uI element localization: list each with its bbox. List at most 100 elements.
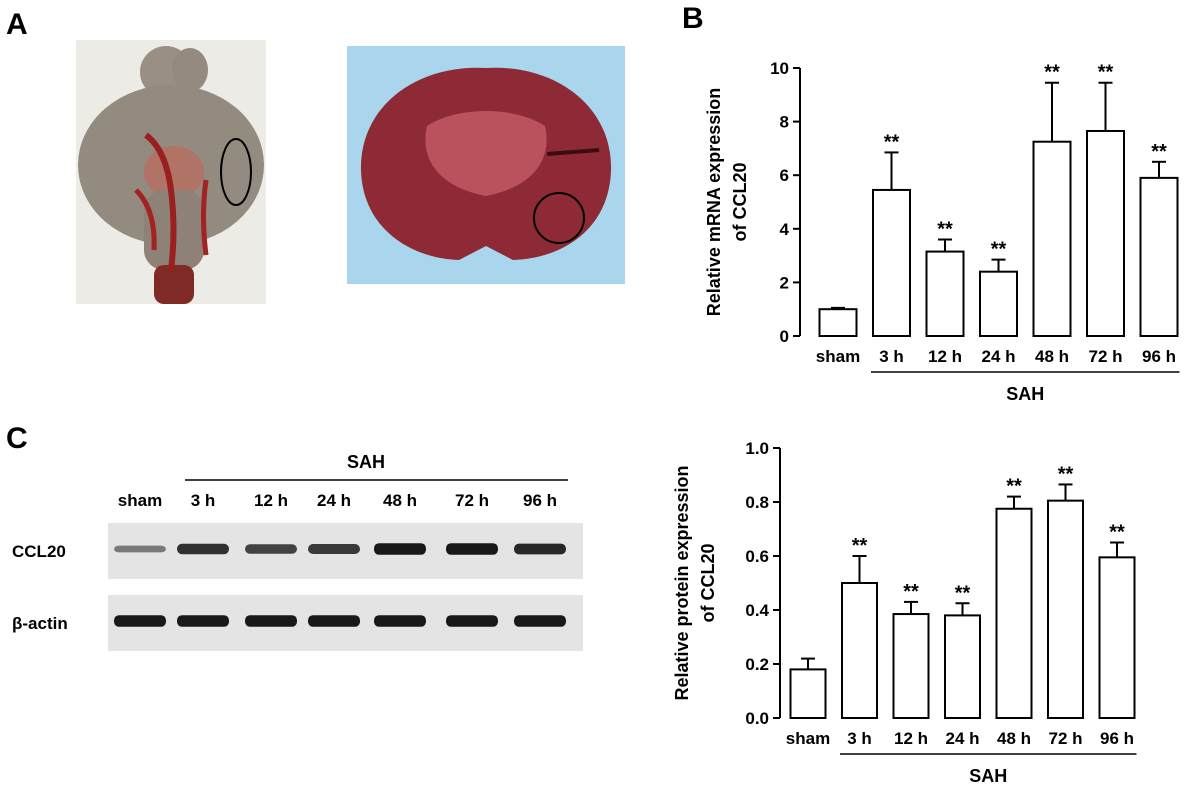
slice-tear xyxy=(546,148,600,156)
x-tick-label: 24 h xyxy=(945,729,979,748)
x-tick-label: 12 h xyxy=(928,347,962,366)
blot-band xyxy=(514,615,566,627)
significance-marker: ** xyxy=(955,582,971,604)
x-tick-label: 3 h xyxy=(847,729,872,748)
x-tick-label: 12 h xyxy=(894,729,928,748)
x-tick-label: 72 h xyxy=(1048,729,1082,748)
group-label: SAH xyxy=(969,766,1007,786)
blot-band xyxy=(446,615,498,627)
hemorrhage-circle-marker xyxy=(220,138,252,206)
hemorrhage-streak-right xyxy=(201,179,209,256)
bar xyxy=(1139,176,1179,337)
significance-marker: ** xyxy=(1151,141,1167,163)
significance-marker: ** xyxy=(1058,463,1074,485)
y-axis-label-line: Relative mRNA expression xyxy=(704,88,724,316)
blot-band xyxy=(177,543,229,555)
x-tick-label: 3 h xyxy=(879,347,904,366)
significance-marker: ** xyxy=(1098,62,1114,84)
y-axis-label-line: of CCL20 xyxy=(698,543,718,622)
y-tick-label: 0 xyxy=(780,327,789,346)
bar xyxy=(892,613,930,719)
blot-row-label: β-actin xyxy=(12,614,68,633)
blot-row: β-actin xyxy=(12,595,583,651)
blot-band xyxy=(245,615,297,627)
y-tick-label: 0.4 xyxy=(745,601,769,620)
blot-band xyxy=(177,615,229,627)
lesion-circle-marker xyxy=(533,192,585,244)
bar xyxy=(841,582,878,719)
blot-band xyxy=(114,545,166,553)
x-tick-label: 48 h xyxy=(1035,347,1069,366)
basilar-blood-streak xyxy=(144,132,177,271)
olfactory-bulb-right xyxy=(172,48,208,92)
significance-marker: ** xyxy=(1006,476,1022,498)
blot-band xyxy=(514,543,566,555)
bar xyxy=(944,614,981,719)
y-axis-label: Relative protein expression of CCL20 xyxy=(672,465,718,700)
x-tick-label: 96 h xyxy=(1100,729,1134,748)
blot-lane-label: 72 h xyxy=(455,491,489,510)
bar xyxy=(1086,129,1125,338)
blot-row: CCL20 xyxy=(12,523,583,579)
bar xyxy=(979,270,1018,337)
x-tick-label: 48 h xyxy=(997,729,1031,748)
significance-marker: ** xyxy=(903,581,919,603)
significance-marker: ** xyxy=(1044,62,1060,84)
bar xyxy=(818,308,858,338)
y-tick-label: 6 xyxy=(780,166,789,185)
panel-letter-a: A xyxy=(6,8,28,41)
panel-letter-b: B xyxy=(682,2,704,35)
bar xyxy=(789,668,827,719)
chart-protein: 0.0 0.2 0.4 0.6 0.8 1.0 Relative protein expre… xyxy=(672,439,1137,786)
x-tick-label: 24 h xyxy=(981,347,1015,366)
blot-band xyxy=(308,544,360,554)
y-tick-label: 0.0 xyxy=(745,709,769,728)
y-tick-label: 10 xyxy=(770,59,789,78)
significance-marker: ** xyxy=(884,131,900,153)
bar xyxy=(1098,556,1136,719)
western-blot: SAH sham 3 h 12 h 24 h 48 h 72 h 96 h CCL20 β-a… xyxy=(12,452,583,651)
y-tick-label: 0.2 xyxy=(745,655,769,674)
y-tick-label: 0.8 xyxy=(745,493,769,512)
bar xyxy=(1047,499,1084,720)
slice-inner-region xyxy=(425,111,547,196)
bar xyxy=(872,188,911,337)
blot-band xyxy=(245,544,297,554)
blot-lane-label: 48 h xyxy=(383,491,417,510)
coronal-slice-photo xyxy=(347,46,625,284)
blot-lane-label: 12 h xyxy=(254,491,288,510)
y-tick-label: 2 xyxy=(780,273,789,292)
bar xyxy=(925,250,965,337)
blot-band xyxy=(446,543,498,555)
group-label: SAH xyxy=(1006,384,1044,404)
blot-band xyxy=(374,615,426,627)
blot-band xyxy=(308,615,360,627)
significance-marker: ** xyxy=(937,219,953,241)
blot-lane-label: 3 h xyxy=(191,491,216,510)
blot-band xyxy=(374,543,426,555)
blot-row-label: CCL20 xyxy=(12,542,66,561)
blot-band xyxy=(114,615,166,627)
blot-lane-label: 96 h xyxy=(523,491,557,510)
x-tick-label: 96 h xyxy=(1142,347,1176,366)
x-tick-label: sham xyxy=(786,729,830,748)
blot-group-label: SAH xyxy=(347,452,385,472)
circle-of-willis-region xyxy=(144,146,204,198)
significance-marker: ** xyxy=(852,535,868,557)
x-tick-label: sham xyxy=(816,347,860,366)
y-tick-label: 1.0 xyxy=(745,439,769,458)
blot-rows: CCL20 β-actin xyxy=(12,523,583,651)
y-axis-label-line: Relative protein expression xyxy=(672,465,692,700)
significance-marker: ** xyxy=(991,239,1007,261)
bar xyxy=(995,507,1033,719)
bar xyxy=(1032,140,1072,337)
blot-lane-label: sham xyxy=(118,491,162,510)
brain-ventral-photo xyxy=(76,40,266,304)
blot-lane-label: 24 h xyxy=(317,491,351,510)
y-tick-label: 0.6 xyxy=(745,547,769,566)
panel-letter-c: C xyxy=(6,422,28,455)
x-tick-label: 72 h xyxy=(1088,347,1122,366)
chart-mrna: 0 2 4 6 8 10 Relative mRNA expression of CCL20 s… xyxy=(704,59,1180,404)
y-axis-label-line: of CCL20 xyxy=(730,162,750,241)
y-axis-label: Relative mRNA expression of CCL20 xyxy=(704,88,750,316)
